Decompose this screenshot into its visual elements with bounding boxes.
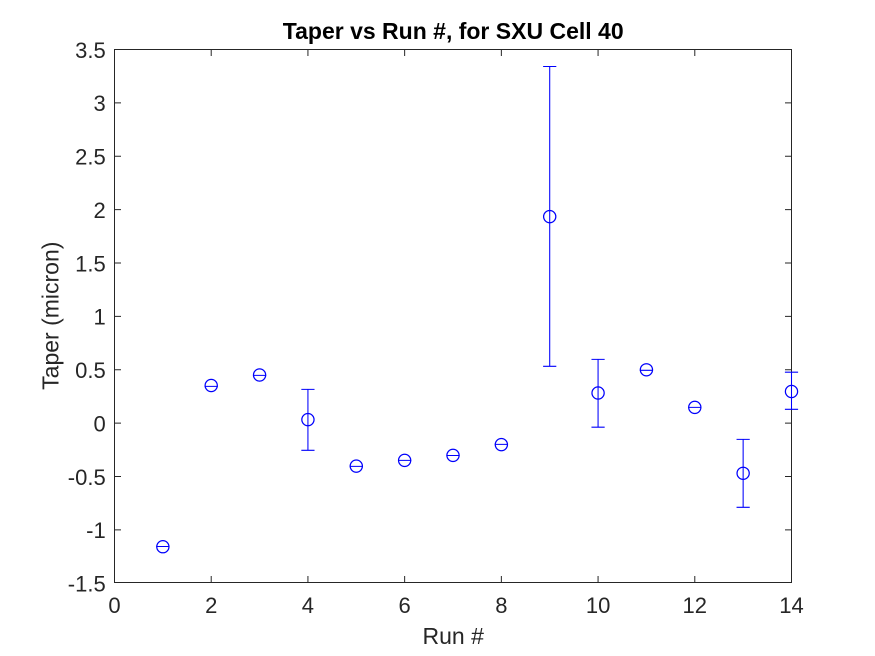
svg-text:0.5: 0.5 xyxy=(75,358,106,383)
svg-text:14: 14 xyxy=(779,593,803,618)
svg-text:2.5: 2.5 xyxy=(75,145,106,170)
svg-text:0: 0 xyxy=(93,411,105,436)
svg-text:Taper vs Run #, for SXU Cell 4: Taper vs Run #, for SXU Cell 40 xyxy=(283,18,624,44)
svg-text:3: 3 xyxy=(93,91,105,116)
svg-text:1: 1 xyxy=(93,305,105,330)
svg-text:10: 10 xyxy=(586,593,610,618)
svg-text:3.5: 3.5 xyxy=(75,38,106,63)
svg-text:4: 4 xyxy=(302,593,314,618)
svg-text:1.5: 1.5 xyxy=(75,251,106,276)
svg-text:-0.5: -0.5 xyxy=(68,465,106,490)
svg-text:-1: -1 xyxy=(86,518,106,543)
svg-text:12: 12 xyxy=(683,593,707,618)
svg-text:2: 2 xyxy=(205,593,217,618)
svg-text:6: 6 xyxy=(398,593,410,618)
svg-text:Run #: Run # xyxy=(423,623,485,649)
svg-text:-1.5: -1.5 xyxy=(68,572,106,597)
svg-text:2: 2 xyxy=(93,198,105,223)
svg-text:0: 0 xyxy=(108,593,120,618)
svg-text:Taper (micron): Taper (micron) xyxy=(37,242,63,390)
svg-text:8: 8 xyxy=(495,593,507,618)
